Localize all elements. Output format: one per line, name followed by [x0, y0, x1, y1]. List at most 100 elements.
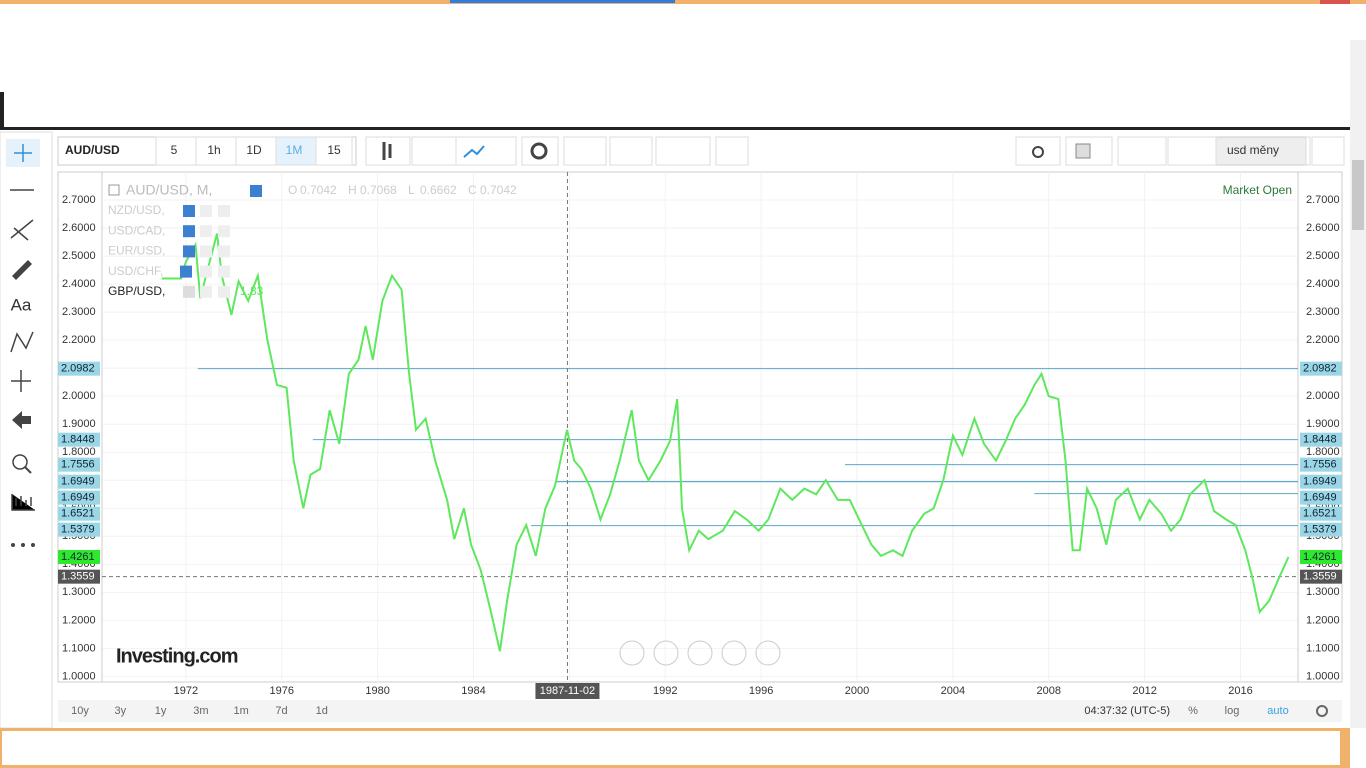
- overlay-eye[interactable]: [183, 285, 195, 298]
- x-tick-label: 2012: [1132, 685, 1156, 697]
- interval-label[interactable]: 5: [171, 143, 178, 157]
- tool-button[interactable]: [609, 136, 653, 166]
- tool-button[interactable]: [655, 136, 711, 166]
- tool-back[interactable]: [12, 411, 31, 429]
- tool-brush[interactable]: [12, 260, 32, 280]
- overlay-close[interactable]: [218, 285, 230, 298]
- overlay-eye[interactable]: [183, 245, 195, 258]
- axis-option[interactable]: log: [1225, 705, 1240, 717]
- overlay-close[interactable]: [218, 245, 230, 258]
- overlay-eye[interactable]: [183, 205, 195, 217]
- overlay-name[interactable]: USD/CHF,: [108, 264, 163, 278]
- range-button[interactable]: 1y: [155, 705, 167, 717]
- crosshair-y-label: 1.3559: [61, 571, 95, 583]
- tool-button[interactable]: [715, 136, 749, 166]
- range-button[interactable]: 1d: [316, 705, 328, 717]
- overlay-name[interactable]: USD/CAD,: [108, 223, 165, 237]
- nav-buttons[interactable]: [619, 640, 781, 666]
- x-tick-label: 2016: [1228, 685, 1252, 697]
- tool-measure[interactable]: [11, 370, 31, 392]
- overlay-eye[interactable]: [183, 225, 195, 238]
- tool-zoom[interactable]: [12, 454, 28, 470]
- ohlc-key: L: [408, 183, 415, 197]
- overlay-close[interactable]: [218, 205, 230, 217]
- tool-button[interactable]: [455, 136, 517, 166]
- overlay-name[interactable]: GBP/USD,: [108, 284, 165, 298]
- overlay-settings[interactable]: [200, 265, 212, 278]
- overlay-name[interactable]: EUR/USD,: [108, 244, 165, 258]
- bottom-panel: [2, 731, 1340, 765]
- overlay-settings[interactable]: [200, 285, 212, 298]
- search[interactable]: usd měny: [1227, 143, 1279, 157]
- crosshair-y-bg: [1300, 569, 1342, 584]
- range-button[interactable]: 10y: [71, 705, 89, 717]
- tool-button[interactable]: [411, 136, 457, 166]
- price-label-bg: [1300, 361, 1342, 376]
- tool-button[interactable]: [365, 136, 411, 166]
- price-label-bg: [1300, 506, 1342, 521]
- interval-button[interactable]: [235, 136, 277, 166]
- tool-pattern[interactable]: [10, 331, 34, 353]
- interval-label[interactable]: 15: [327, 143, 341, 157]
- overlay-close[interactable]: [218, 225, 230, 238]
- interval-button[interactable]: [275, 136, 317, 166]
- range-button[interactable]: 3m: [193, 705, 208, 717]
- tool-more[interactable]: [11, 543, 35, 547]
- logo: Investing.com: [116, 645, 238, 667]
- tool-button[interactable]: [1015, 136, 1061, 166]
- y-tick-label: 2.4000: [62, 278, 96, 290]
- x-tick-label: 2008: [1036, 685, 1060, 697]
- tool-chart[interactable]: [11, 494, 35, 511]
- overlay-close[interactable]: [218, 265, 230, 278]
- scroll-thumb[interactable]: [1352, 160, 1364, 230]
- tool-button[interactable]: [563, 136, 607, 166]
- range-button[interactable]: 3y: [114, 705, 126, 717]
- tool-button[interactable]: [1311, 136, 1345, 166]
- y-tick-label-right: 1.0000: [1306, 670, 1340, 682]
- price-label-bg: [58, 474, 100, 489]
- overlay-name[interactable]: NZD/USD,: [108, 203, 165, 217]
- y-tick-label: 2.2000: [62, 334, 96, 346]
- interval-button[interactable]: [195, 136, 237, 166]
- tool-button[interactable]: [521, 136, 559, 166]
- ohlc-key: O: [288, 183, 297, 197]
- scrollbar[interactable]: [1350, 40, 1366, 728]
- range-button[interactable]: 1m: [234, 705, 249, 717]
- collapse-icon[interactable]: [108, 184, 120, 196]
- price-label: 1.6949: [1303, 492, 1337, 504]
- price-label-bg: [1300, 490, 1342, 505]
- range-button[interactable]: 7d: [275, 705, 287, 717]
- interval-label[interactable]: 1D: [246, 143, 262, 157]
- x-tick-label: 2004: [941, 685, 965, 697]
- y-tick-label-right: 2.6000: [1306, 222, 1340, 234]
- main-eye[interactable]: [250, 185, 262, 197]
- price-label: 1.6949: [61, 476, 95, 488]
- tool-text[interactable]: Aa: [11, 295, 32, 314]
- overlay-settings[interactable]: [200, 245, 212, 258]
- price-label: 1.8448: [61, 434, 95, 446]
- price-label: 1.6949: [61, 492, 95, 504]
- interval-label[interactable]: 1h: [207, 143, 220, 157]
- overlay-settings[interactable]: [200, 205, 212, 217]
- tool-fib[interactable]: [10, 219, 34, 241]
- y-tick-label-right: 2.2000: [1306, 334, 1340, 346]
- clock: 04:37:32 (UTC-5): [1084, 705, 1170, 717]
- tool-button[interactable]: [1305, 136, 1311, 166]
- y-tick-label: 1.8000: [62, 446, 96, 458]
- bar-settings[interactable]: [1316, 705, 1328, 717]
- last-price-bg: [58, 549, 100, 564]
- interval-label[interactable]: 1M: [286, 143, 303, 157]
- y-tick-label: 2.0000: [62, 390, 96, 402]
- tool-button[interactable]: [1117, 136, 1167, 166]
- tool-button[interactable]: [1167, 136, 1217, 166]
- market-status: Market Open: [1223, 183, 1292, 197]
- symbol[interactable]: AUD/USD: [65, 143, 120, 157]
- crosshair-x-bg: [535, 683, 600, 699]
- y-tick-label-right: 1.1000: [1306, 642, 1340, 654]
- overlay-eye[interactable]: [180, 265, 192, 278]
- overlay-settings[interactable]: [200, 225, 212, 238]
- interval-button[interactable]: [315, 136, 353, 166]
- axis-option[interactable]: auto: [1267, 705, 1288, 717]
- axis-option[interactable]: %: [1188, 705, 1198, 717]
- y-tick-label: 1.2000: [62, 614, 96, 626]
